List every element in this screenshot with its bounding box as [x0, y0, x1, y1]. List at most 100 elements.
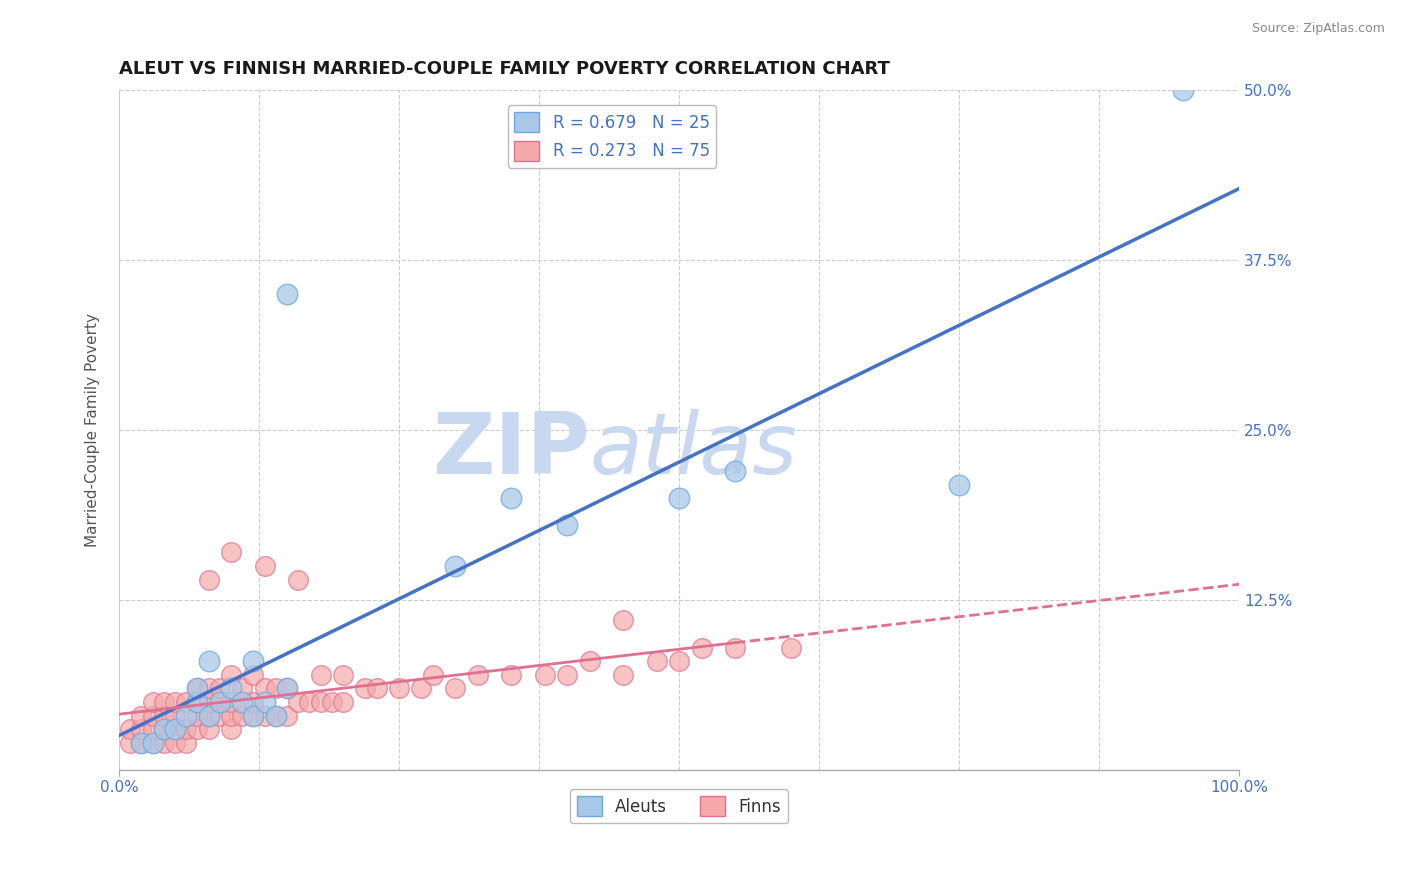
- Point: [242, 668, 264, 682]
- Point: [724, 464, 747, 478]
- Point: [366, 681, 388, 696]
- Point: [253, 695, 276, 709]
- Point: [501, 668, 523, 682]
- Point: [131, 736, 153, 750]
- Point: [298, 695, 321, 709]
- Point: [197, 695, 219, 709]
- Point: [724, 640, 747, 655]
- Point: [174, 723, 197, 737]
- Point: [287, 573, 309, 587]
- Point: [142, 736, 165, 750]
- Point: [276, 681, 298, 696]
- Point: [197, 654, 219, 668]
- Point: [186, 681, 208, 696]
- Point: [165, 695, 187, 709]
- Point: [231, 708, 253, 723]
- Point: [197, 708, 219, 723]
- Point: [668, 491, 690, 505]
- Point: [253, 708, 276, 723]
- Point: [668, 654, 690, 668]
- Point: [197, 723, 219, 737]
- Point: [690, 640, 713, 655]
- Point: [276, 287, 298, 301]
- Text: atlas: atlas: [589, 409, 797, 492]
- Point: [264, 708, 287, 723]
- Point: [197, 708, 219, 723]
- Point: [219, 708, 242, 723]
- Point: [186, 695, 208, 709]
- Legend: Aleuts, Finns: Aleuts, Finns: [571, 789, 789, 822]
- Point: [780, 640, 803, 655]
- Point: [186, 695, 208, 709]
- Point: [174, 695, 197, 709]
- Point: [264, 681, 287, 696]
- Point: [309, 668, 332, 682]
- Point: [578, 654, 600, 668]
- Point: [242, 708, 264, 723]
- Point: [444, 681, 467, 696]
- Point: [219, 668, 242, 682]
- Point: [219, 681, 242, 696]
- Point: [120, 723, 142, 737]
- Text: Source: ZipAtlas.com: Source: ZipAtlas.com: [1251, 22, 1385, 36]
- Point: [332, 695, 354, 709]
- Point: [242, 708, 264, 723]
- Point: [555, 518, 578, 533]
- Point: [120, 736, 142, 750]
- Point: [219, 545, 242, 559]
- Point: [131, 708, 153, 723]
- Point: [208, 695, 231, 709]
- Point: [501, 491, 523, 505]
- Point: [142, 723, 165, 737]
- Point: [533, 668, 555, 682]
- Point: [165, 736, 187, 750]
- Point: [467, 668, 489, 682]
- Point: [321, 695, 343, 709]
- Point: [276, 708, 298, 723]
- Point: [555, 668, 578, 682]
- Text: ALEUT VS FINNISH MARRIED-COUPLE FAMILY POVERTY CORRELATION CHART: ALEUT VS FINNISH MARRIED-COUPLE FAMILY P…: [120, 60, 890, 78]
- Point: [153, 736, 176, 750]
- Point: [153, 723, 176, 737]
- Point: [253, 681, 276, 696]
- Text: ZIP: ZIP: [432, 409, 589, 492]
- Point: [332, 668, 354, 682]
- Point: [645, 654, 668, 668]
- Point: [219, 723, 242, 737]
- Point: [131, 736, 153, 750]
- Point: [186, 681, 208, 696]
- Point: [287, 695, 309, 709]
- Point: [153, 695, 176, 709]
- Point: [1173, 83, 1195, 97]
- Y-axis label: Married-Couple Family Poverty: Married-Couple Family Poverty: [86, 313, 100, 547]
- Point: [219, 695, 242, 709]
- Point: [174, 736, 197, 750]
- Point: [422, 668, 444, 682]
- Point: [388, 681, 411, 696]
- Point: [411, 681, 433, 696]
- Point: [231, 695, 253, 709]
- Point: [142, 695, 165, 709]
- Point: [208, 695, 231, 709]
- Point: [165, 708, 187, 723]
- Point: [276, 681, 298, 696]
- Point: [165, 723, 187, 737]
- Point: [444, 559, 467, 574]
- Point: [197, 573, 219, 587]
- Point: [153, 723, 176, 737]
- Point: [253, 559, 276, 574]
- Point: [142, 708, 165, 723]
- Point: [612, 668, 634, 682]
- Point: [165, 723, 187, 737]
- Point: [208, 681, 231, 696]
- Point: [264, 708, 287, 723]
- Point: [948, 477, 970, 491]
- Point: [186, 723, 208, 737]
- Point: [208, 708, 231, 723]
- Point: [242, 654, 264, 668]
- Point: [231, 681, 253, 696]
- Point: [197, 681, 219, 696]
- Point: [174, 708, 197, 723]
- Point: [309, 695, 332, 709]
- Point: [242, 695, 264, 709]
